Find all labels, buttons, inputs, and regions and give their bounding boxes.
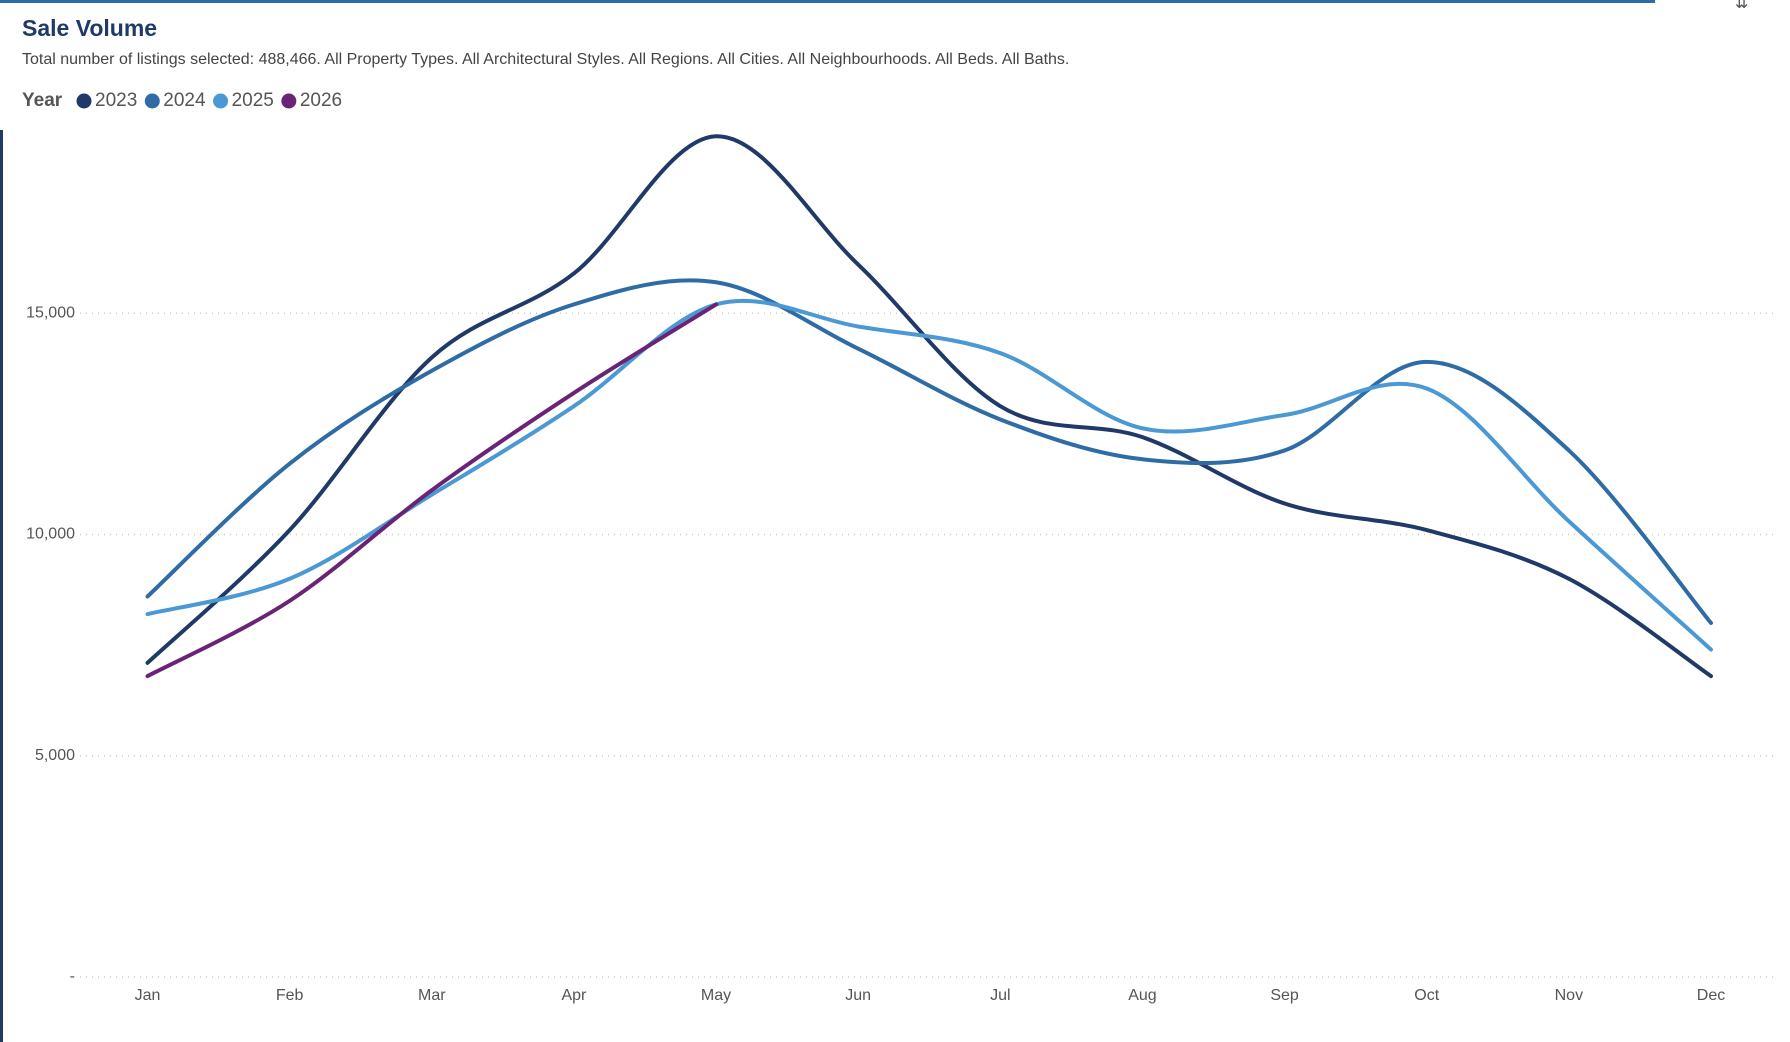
y-tick-label: 10,000 <box>26 526 75 543</box>
x-tick-label: Sep <box>1270 987 1299 1004</box>
x-tick-label: Aug <box>1128 987 1156 1004</box>
x-tick-label: Feb <box>276 987 304 1004</box>
series-line <box>145 278 1713 625</box>
top-border <box>0 0 1655 3</box>
series-line <box>145 298 1713 652</box>
y-tick-label: 5,000 <box>35 747 75 764</box>
legend-marker <box>281 93 297 109</box>
left-border <box>0 130 3 1042</box>
x-tick-label: May <box>701 987 731 1004</box>
x-tick-label: Dec <box>1697 987 1725 1004</box>
y-tick-label: - <box>70 968 75 985</box>
legend-marker <box>213 93 229 109</box>
y-tick-label: 15,000 <box>26 304 75 321</box>
toolbar-icon[interactable]: ⇊ <box>1735 0 1748 12</box>
x-tick-label: Jun <box>845 987 871 1004</box>
legend-marker <box>76 93 92 109</box>
legend-label: 2024 <box>163 90 206 111</box>
legend-label: 2026 <box>300 90 342 111</box>
series-line <box>145 302 719 679</box>
x-tick-label: Apr <box>561 987 587 1004</box>
x-tick-label: Mar <box>418 987 446 1004</box>
legend-label: 2023 <box>95 90 137 111</box>
x-tick-label: Jan <box>135 987 161 1004</box>
legend-label: 2025 <box>232 90 274 111</box>
legend-title: Year <box>22 90 63 111</box>
x-tick-label: Jul <box>990 987 1010 1004</box>
legend-marker <box>144 93 160 109</box>
series-line <box>145 134 1713 679</box>
chart-subtitle: Total number of listings selected: 488,4… <box>22 51 1069 68</box>
chart-title: Sale Volume <box>22 15 157 41</box>
x-tick-label: Oct <box>1414 987 1439 1004</box>
x-tick-label: Nov <box>1555 987 1583 1004</box>
